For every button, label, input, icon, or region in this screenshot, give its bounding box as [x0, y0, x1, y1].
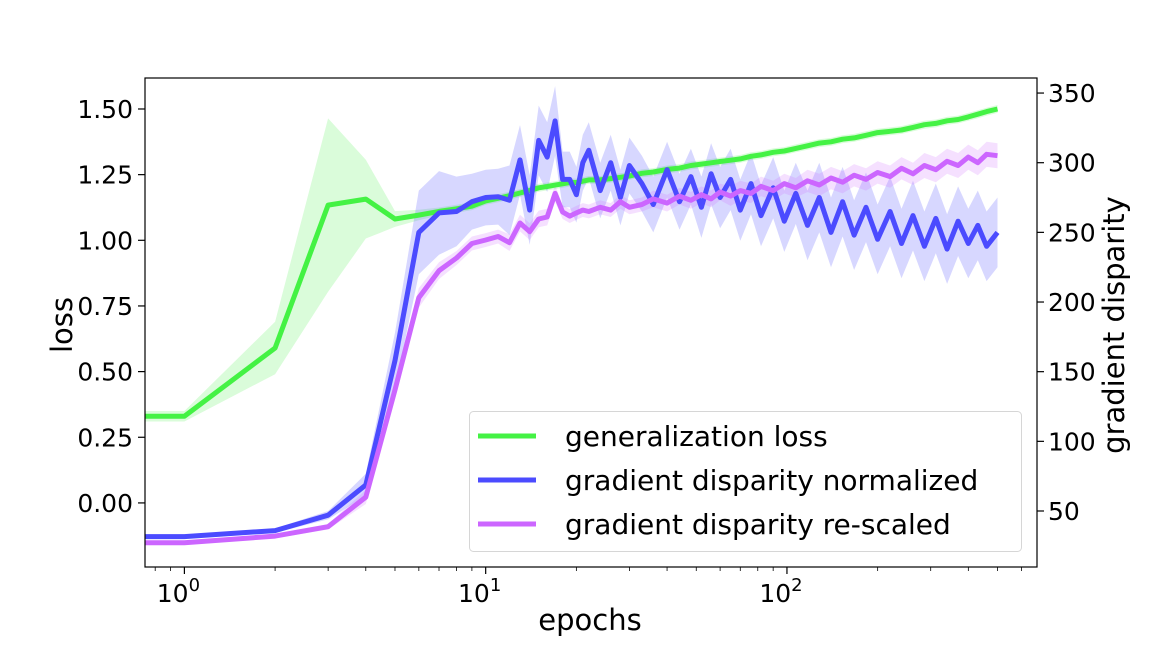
y-right-tick-label: 200	[1048, 288, 1096, 317]
y-tick-label: 0.25	[77, 423, 133, 452]
line-series-0	[145, 106, 999, 419]
y-tick-label: 0.50	[77, 358, 133, 387]
y-tick-label: 1.00	[77, 226, 133, 255]
x-tick-exponent: 0	[189, 575, 200, 596]
y-tick-label: 1.25	[77, 161, 133, 190]
x-tick-exponent: 1	[490, 575, 501, 596]
legend-label-0: generalization loss	[565, 420, 828, 453]
y-tick-label: 1.50	[77, 95, 133, 124]
line-series-2	[145, 151, 998, 546]
y-tick-label: 0.75	[77, 292, 133, 321]
y-axis-right-label: gradient disparity	[1097, 196, 1131, 454]
legend-frame	[469, 411, 1022, 552]
y-right-tick-label: 250	[1048, 218, 1096, 247]
y-tick-label: 0.00	[77, 489, 133, 518]
series-lines	[145, 106, 1000, 546]
y-axis-left: 0.00 0.25 0.50 0.75 1.00 1.25 1.50	[77, 95, 145, 518]
confidence-bands	[145, 86, 998, 545]
x-axis-label: epochs	[538, 603, 641, 637]
y-axis-label: loss	[45, 297, 79, 353]
y-axis-right: 50 100 150 200 250 300 350	[1037, 79, 1096, 526]
y-right-tick-label: 350	[1048, 79, 1096, 108]
x-axis: 100 101 102	[154, 567, 1022, 608]
x-tick-label: 100	[157, 575, 200, 608]
legend: generalization loss gradient disparity no…	[469, 411, 1022, 552]
y-right-tick-label: 300	[1048, 149, 1096, 178]
x-tick-label: 101	[458, 575, 501, 608]
legend-label-2: gradient disparity re-scaled	[565, 508, 951, 541]
band-series-0	[145, 105, 998, 422]
y-right-tick-label: 100	[1048, 427, 1096, 456]
plot-frame	[144, 77, 1038, 568]
x-tick-exponent: 2	[791, 575, 802, 596]
y-right-tick-label: 150	[1048, 358, 1096, 387]
x-tick-label: 102	[759, 575, 802, 608]
band-series-1	[145, 86, 998, 538]
y-right-tick-label: 50	[1048, 497, 1080, 526]
legend-label-1: gradient disparity normalized	[565, 464, 978, 497]
line-series-1	[145, 118, 1000, 540]
band-series-2	[145, 141, 998, 545]
